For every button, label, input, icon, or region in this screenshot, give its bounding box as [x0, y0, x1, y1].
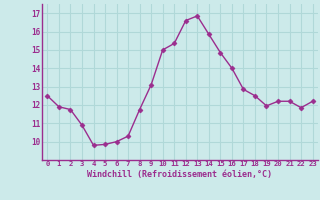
X-axis label: Windchill (Refroidissement éolien,°C): Windchill (Refroidissement éolien,°C)	[87, 170, 273, 179]
